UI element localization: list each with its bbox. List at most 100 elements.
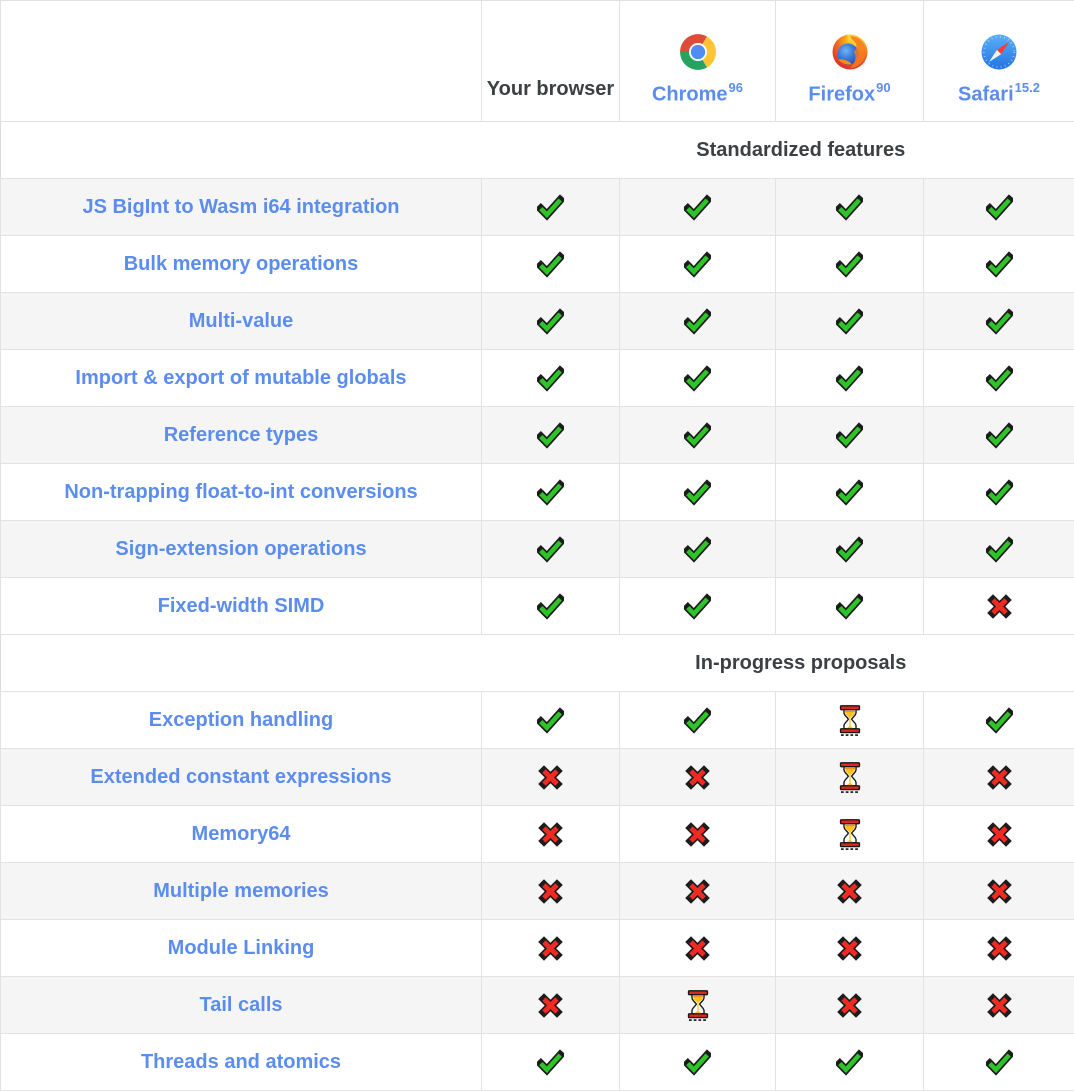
feature-link[interactable]: Bulk memory operations bbox=[123, 252, 359, 275]
support-cell bbox=[775, 748, 924, 806]
check-icon bbox=[834, 478, 865, 506]
firefox-logo-icon bbox=[832, 34, 867, 70]
support-cell bbox=[619, 976, 776, 1034]
check-icon bbox=[682, 478, 713, 506]
support-cell bbox=[775, 976, 924, 1034]
cross-icon bbox=[685, 821, 710, 847]
table-row: Module Linking bbox=[0, 919, 1074, 977]
support-cell bbox=[619, 178, 776, 236]
support-cell bbox=[923, 862, 1074, 920]
hourglass-icon bbox=[839, 761, 860, 793]
cross-icon bbox=[538, 821, 563, 847]
feature-link[interactable]: Memory64 bbox=[191, 822, 291, 845]
support-cell bbox=[619, 463, 776, 521]
support-cell bbox=[619, 577, 776, 635]
support-cell bbox=[775, 235, 924, 293]
cross-icon bbox=[837, 935, 862, 961]
feature-cell: Tail calls bbox=[0, 976, 482, 1034]
check-icon bbox=[535, 478, 566, 506]
hourglass-icon bbox=[839, 818, 860, 850]
feature-link[interactable]: Fixed-width SIMD bbox=[157, 594, 325, 617]
support-cell bbox=[619, 748, 776, 806]
cross-icon bbox=[986, 593, 1012, 619]
support-cell bbox=[619, 862, 776, 920]
support-cell bbox=[481, 748, 620, 806]
table-row: Sign-extension operations bbox=[0, 520, 1074, 578]
support-cell bbox=[775, 805, 924, 863]
support-cell bbox=[775, 691, 924, 749]
feature-link[interactable]: Exception handling bbox=[148, 708, 334, 731]
support-cell bbox=[619, 805, 776, 863]
support-cell bbox=[619, 1033, 776, 1091]
hourglass-icon bbox=[839, 704, 860, 736]
check-icon bbox=[535, 193, 566, 221]
feature-link[interactable]: Threads and atomics bbox=[140, 1050, 342, 1073]
support-cell bbox=[619, 349, 776, 407]
section-header-row: In-progress proposals bbox=[0, 634, 1074, 692]
check-icon bbox=[983, 193, 1015, 221]
feature-cell: Exception handling bbox=[0, 691, 482, 749]
feature-link[interactable]: Module Linking bbox=[167, 936, 315, 959]
support-cell bbox=[923, 805, 1074, 863]
check-icon bbox=[535, 250, 566, 278]
support-cell bbox=[923, 463, 1074, 521]
check-icon bbox=[535, 706, 566, 734]
cross-icon bbox=[986, 992, 1012, 1018]
feature-link[interactable]: Reference types bbox=[163, 423, 319, 446]
table-row: Tail calls bbox=[0, 976, 1074, 1034]
check-icon bbox=[535, 1048, 566, 1076]
support-cell bbox=[481, 805, 620, 863]
section-header-row: Standardized features bbox=[0, 121, 1074, 179]
support-cell bbox=[775, 1033, 924, 1091]
cross-icon bbox=[685, 878, 710, 904]
support-cell bbox=[923, 691, 1074, 749]
check-icon bbox=[834, 535, 865, 563]
firefox-link[interactable]: Firefox90 bbox=[808, 80, 891, 106]
column-header-safari: Safari15.2 bbox=[923, 0, 1074, 122]
feature-cell: Threads and atomics bbox=[0, 1033, 482, 1091]
feature-link[interactable]: JS BigInt to Wasm i64 integration bbox=[82, 195, 400, 218]
check-icon bbox=[834, 193, 865, 221]
check-icon bbox=[983, 535, 1015, 563]
support-cell bbox=[775, 178, 924, 236]
support-cell bbox=[619, 691, 776, 749]
check-icon bbox=[682, 1048, 713, 1076]
support-cell bbox=[923, 292, 1074, 350]
table-row: Multiple memories bbox=[0, 862, 1074, 920]
feature-link[interactable]: Non-trapping float-to-int conversions bbox=[64, 480, 418, 503]
section-title: In-progress proposals bbox=[481, 634, 1074, 692]
feature-link[interactable]: Multiple memories bbox=[153, 879, 329, 902]
feature-link[interactable]: Import & export of mutable globals bbox=[75, 366, 407, 389]
support-cell bbox=[481, 976, 620, 1034]
check-icon bbox=[682, 250, 713, 278]
support-cell bbox=[923, 577, 1074, 635]
chrome-link[interactable]: Chrome96 bbox=[651, 80, 744, 106]
support-cell bbox=[481, 463, 620, 521]
feature-link[interactable]: Multi-value bbox=[188, 309, 294, 332]
check-icon bbox=[983, 706, 1015, 734]
support-cell bbox=[619, 520, 776, 578]
check-icon bbox=[682, 706, 713, 734]
support-cell bbox=[619, 919, 776, 977]
support-cell bbox=[775, 463, 924, 521]
safari-link[interactable]: Safari15.2 bbox=[958, 80, 1040, 106]
support-cell bbox=[481, 862, 620, 920]
check-icon bbox=[834, 364, 865, 392]
hourglass-icon bbox=[687, 989, 708, 1021]
feature-link[interactable]: Tail calls bbox=[199, 993, 283, 1016]
cross-icon bbox=[837, 878, 862, 904]
support-cell bbox=[923, 520, 1074, 578]
check-icon bbox=[535, 535, 566, 563]
feature-link[interactable]: Sign-extension operations bbox=[115, 537, 367, 560]
check-icon bbox=[983, 421, 1015, 449]
feature-cell: Module Linking bbox=[0, 919, 482, 977]
your-browser-label: Your browser bbox=[486, 78, 615, 100]
column-header-chrome: Chrome96 bbox=[619, 0, 776, 122]
firefox-version: 90 bbox=[876, 80, 891, 96]
support-cell bbox=[923, 178, 1074, 236]
safari-version: 15.2 bbox=[1014, 80, 1040, 96]
table-row: Threads and atomics bbox=[0, 1033, 1074, 1091]
support-cell bbox=[481, 691, 620, 749]
feature-link[interactable]: Extended constant expressions bbox=[90, 765, 392, 788]
